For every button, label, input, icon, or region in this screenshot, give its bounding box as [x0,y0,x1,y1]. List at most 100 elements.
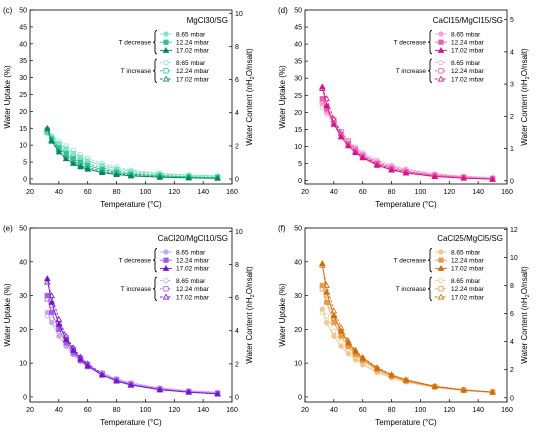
y-axis-label: Water Uptake (%) [3,283,12,347]
panel-c: (c) 20 40 60 80 100 120 140 160 0 5 10 15 20 25 30 35 40 4… [0,0,275,218]
y2-tick-label: 4 [510,49,514,56]
chart-title: CaCl15/MgCl15/SG [433,16,503,25]
y2-tick-label: 12 [510,227,518,234]
y-axis-label: Water Uptake (%) [3,65,12,129]
legend-swatch-marker [163,59,169,66]
data-point [49,320,55,326]
legend-entry: 12.24 mbar [451,68,485,75]
x-tick-label: 40 [55,189,63,196]
data-point [345,351,351,357]
y2-tick-label: 8 [235,44,239,51]
legend-swatch-marker [437,264,445,271]
y2-axis-label-part: O/nsalt) [245,266,254,294]
legend-entry: 17.02 mbar [451,266,485,273]
data-point [214,174,221,181]
legend-brace [152,30,158,55]
panel-label: (d) [278,6,288,15]
legend-swatch-marker [163,39,169,45]
legend-entry: 8.65 mbar [451,60,481,67]
data-point [44,292,50,299]
data-point [331,320,337,326]
y-tick-label: 45 [19,24,27,31]
legend-swatch-marker [438,59,444,66]
y2-tick-label: 0 [235,395,239,402]
data-point [431,383,439,389]
y2-axis-label: Water Content (nH2O/nsalt) [245,48,256,146]
data-point [331,333,337,339]
data-point [214,390,221,397]
y2-tick-label: 0 [510,178,514,185]
data-point [402,169,410,176]
legend-entry: 8.65 mbar [451,249,481,256]
y-tick-label: 30 [294,293,302,300]
data-point [460,174,467,181]
legend-swatch-marker [163,286,169,292]
data-point [319,306,325,312]
legend-swatch-marker [438,277,444,284]
y-tick-label: 20 [19,109,27,116]
legend-entry: 17.02 mbar [176,266,210,273]
series-line [321,86,493,180]
x-tick-label: 40 [330,189,338,196]
x-axis-label: Temperature (°C) [100,200,162,209]
y-tick-label: 35 [294,59,302,66]
legend-swatch-marker [437,46,445,53]
data-point [156,386,164,393]
x-tick-label: 120 [443,407,455,414]
legend-brace [427,58,433,83]
legend-entry: 17.02 mbar [451,294,485,301]
legend-group-label: T increase [396,68,427,75]
series-2 [44,124,221,181]
y2-axis-label-part: O/nsalt) [245,48,254,76]
x-tick-label: 40 [330,407,338,414]
plot-frame [304,227,508,403]
x-axis-label: Temperature (°C) [375,200,437,209]
legend-entry: 8.65 mbar [176,31,206,38]
chart-d: (d)20 40 60 80 100 120 140 16005101520253035404… [278,6,531,209]
y-tick-label: 10 [294,361,302,368]
data-point [345,142,352,149]
legend-swatch-marker [438,257,444,263]
data-point [56,140,62,147]
plot-frame [29,9,233,185]
data-point [77,154,84,160]
y2-tick-label: 4 [235,328,239,335]
y-tick-label: 15 [294,127,302,134]
data-point [56,333,62,339]
data-point [352,348,359,355]
data-point [84,362,91,369]
data-point [70,346,77,353]
data-point [84,165,91,172]
legend-entry: 8.65 mbar [176,249,206,256]
y-tick-label: 25 [19,92,27,99]
legend-brace [427,30,433,55]
panel-d: (d) 20 40 60 80 100 120 140 160 0 5 10 15 20 25 30 35 40 4… [275,0,550,218]
legend-swatch-marker [162,264,170,271]
x-tick-label: 160 [501,407,513,414]
y-tick-label: 10 [19,143,27,150]
legend-swatch-marker [163,277,169,284]
data-point [44,278,51,285]
legend-entry: 8.65 mbar [451,31,481,38]
x-tick-label: 120 [168,189,180,196]
x-tick-label: 160 [226,407,238,414]
data-point [489,175,496,182]
data-point [323,102,330,109]
data-point [319,83,326,90]
data-point [388,166,395,173]
chart-e: (e) 20 40 60 80 100 120 140 160 0 10 20 30 40 50 0 2 4 6 8 1… [3,224,256,427]
data-point [77,355,84,362]
y-tick-label: 5 [298,161,302,168]
data-point [402,376,410,383]
panel-e: (e) 20 40 60 80 100 120 140 160 0 10 20 30 40 50 0 2 4 6 8 1… [0,218,275,436]
legend-entry: 12.24 mbar [176,286,210,293]
x-tick-label: 80 [388,407,396,414]
series-2 [319,83,496,182]
data-point [330,312,338,319]
legend-swatch-marker [437,293,445,300]
data-point [85,158,91,164]
y2-tick-label: 2 [235,143,239,150]
y-tick-label: 50 [294,8,302,15]
